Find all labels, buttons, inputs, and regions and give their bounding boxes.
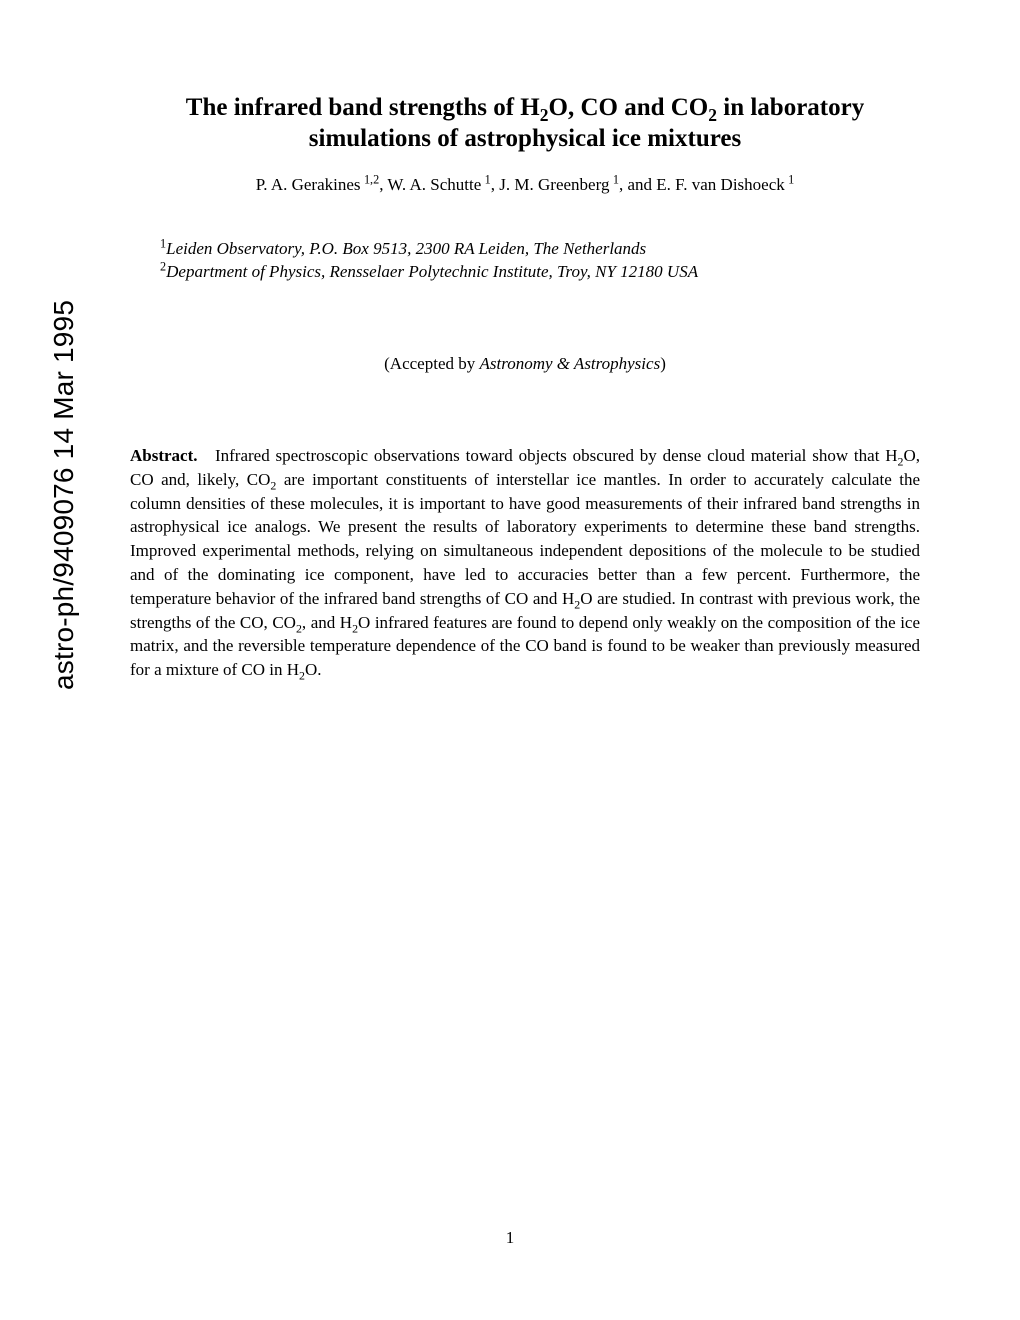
- abstract-text: Infrared spectroscopic observations towa…: [130, 446, 920, 679]
- page-number: 1: [0, 1228, 1020, 1248]
- paper-content: The infrared band strengths of H2O, CO a…: [130, 92, 920, 682]
- paper-authors: P. A. Gerakines 1,2, W. A. Schutte 1, J.…: [130, 175, 920, 195]
- affiliations-block: 1Leiden Observatory, P.O. Box 9513, 2300…: [160, 237, 920, 285]
- accepted-prefix: (Accepted by: [384, 354, 479, 373]
- journal-name: Astronomy & Astrophysics: [479, 354, 660, 373]
- accepted-suffix: ): [660, 354, 666, 373]
- arxiv-identifier: astro-ph/9409076 14 Mar 1995: [48, 300, 80, 690]
- acceptance-note: (Accepted by Astronomy & Astrophysics): [130, 354, 920, 374]
- paper-title: The infrared band strengths of H2O, CO a…: [130, 92, 920, 155]
- affiliation-1: 1Leiden Observatory, P.O. Box 9513, 2300…: [160, 237, 920, 261]
- abstract-label: Abstract.: [130, 446, 198, 465]
- abstract-block: Abstract. Infrared spectroscopic observa…: [130, 444, 920, 682]
- affiliation-2: 2Department of Physics, Rensselaer Polyt…: [160, 260, 920, 284]
